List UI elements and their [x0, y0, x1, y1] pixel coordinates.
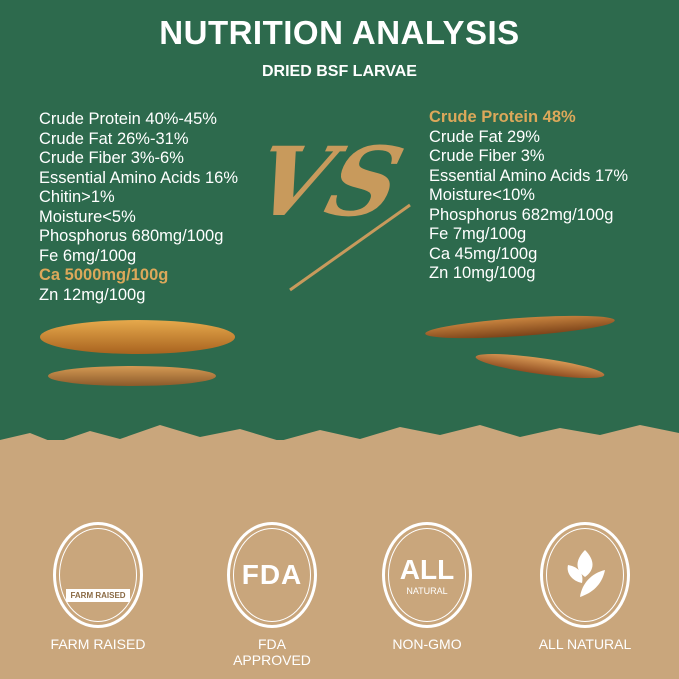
- nutrient-item: Ca 45mg/100g: [429, 244, 538, 263]
- badge-label: NON-GMO: [392, 636, 462, 652]
- nutrient-item: Crude Fiber 3%: [429, 147, 545, 165]
- vs-text: VS: [270, 126, 414, 238]
- badge-fda-approved: FDA FDA APPROVED: [222, 522, 322, 668]
- nutrient-item: Chitin>1%: [39, 188, 115, 206]
- page-title: NUTRITION ANALYSIS: [159, 14, 520, 51]
- nutrient-item: Crude Protein 48%: [429, 108, 576, 126]
- nutrient-item: Moisture<5%: [39, 207, 136, 226]
- page-subtitle: DRIED BSF LARVAE: [262, 63, 417, 80]
- bsf-larva-dried-image: [48, 366, 216, 386]
- vs-mark: VS: [270, 126, 414, 292]
- nutrient-item: Ca 5000mg/100g: [39, 266, 169, 284]
- nutrient-item: Fe 7mg/100g: [429, 225, 527, 243]
- bsf-larva-image: [40, 320, 235, 354]
- nutrient-item: Phosphorus 682mg/100g: [429, 205, 614, 224]
- nutrient-item: Crude Protein 40%-45%: [39, 110, 217, 128]
- nutrient-item: Crude Fiber 3%-6%: [39, 149, 184, 167]
- nutrient-item: Crude Fat 26%-31%: [39, 129, 189, 148]
- farm-icon: FARM RAISED: [53, 522, 143, 628]
- badge-non-gmo: ALL NATURAL NON-GMO: [377, 522, 477, 652]
- nutrient-item: Zn 12mg/100g: [39, 285, 146, 304]
- badge-label: FARM RAISED: [50, 636, 146, 652]
- nutrient-item: Essential Amino Acids 17%: [429, 166, 629, 185]
- leaf-icon: [540, 522, 630, 628]
- badge-all-natural: ALL NATURAL: [535, 522, 635, 652]
- nutrient-item: Moisture<10%: [429, 186, 535, 204]
- badge-label: FDA APPROVED: [233, 636, 311, 668]
- fda-icon: FDA: [227, 522, 317, 628]
- nutrient-item: Essential Amino Acids 16%: [39, 168, 239, 187]
- mealworm-nutrition-list: Crude Protein 48% Crude Fat 29% Crude Fibe…: [429, 108, 628, 284]
- nutrient-item: Fe 6mg/100g: [39, 246, 137, 265]
- all-natural-icon: ALL NATURAL: [382, 522, 472, 628]
- badge-label: ALL NATURAL: [538, 636, 632, 652]
- nutrient-item: Phosphorus 680mg/100g: [39, 227, 224, 245]
- nutrient-item: Zn 10mg/100g: [429, 264, 536, 282]
- badge-farm-raised: FARM RAISED FARM RAISED: [48, 522, 148, 652]
- nutrient-item: Crude Fat 29%: [429, 127, 540, 146]
- bsf-larvae-nutrition-list: Crude Protein 40%-45% Crude Fat 26%-31% Cr…: [39, 110, 238, 305]
